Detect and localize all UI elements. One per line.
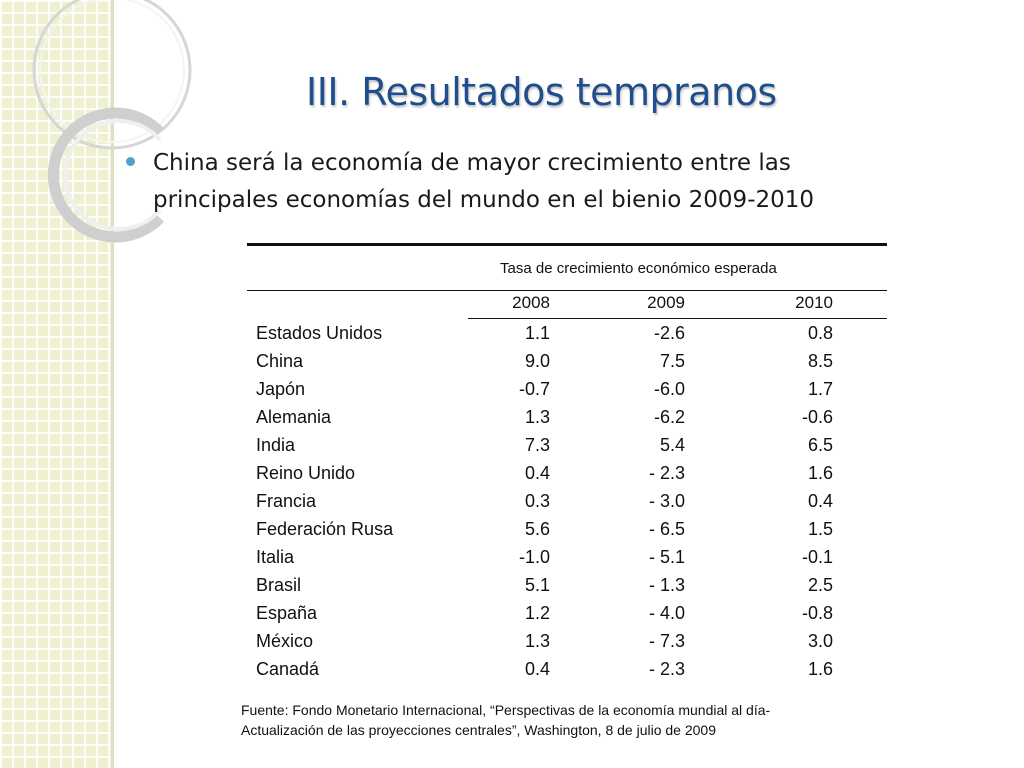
value-2008-cell: 7.3 (524, 435, 550, 455)
table-header-rule (247, 290, 887, 291)
table-row: Italia -1.0 - 5.1 -0.1 (247, 543, 887, 571)
country-cell: Brasil (256, 575, 302, 595)
value-2009-cell: - 4.0 (648, 603, 685, 623)
country-cell: Italia (256, 547, 295, 567)
table-top-rule (247, 243, 887, 246)
country-cell: Canadá (256, 659, 320, 679)
country-cell: China (256, 351, 304, 371)
table-row: España 1.2 - 4.0 -0.8 (247, 599, 887, 627)
year-header-2010: 2010 (795, 293, 833, 312)
value-2008-cell: 1.3 (524, 631, 550, 651)
value-2010-cell: 0.8 (807, 323, 833, 343)
value-2009-cell: -6.0 (653, 379, 685, 399)
value-2009-cell: - 5.1 (648, 547, 685, 567)
value-2009-cell: - 2.3 (648, 659, 685, 679)
bullet-text: China será la economía de mayor crecimie… (153, 150, 815, 213)
table-row: México 1.3 - 7.3 3.0 (247, 627, 887, 655)
source-line-2: Actualización de las proyecciones centra… (241, 722, 716, 738)
value-2010-cell: 2.5 (807, 575, 833, 595)
value-2010-cell: 1.6 (807, 659, 833, 679)
value-2009-cell: - 6.5 (648, 519, 685, 539)
country-cell: Francia (256, 491, 317, 511)
value-2008-cell: 9.0 (524, 351, 550, 371)
value-2010-cell: 0.4 (807, 491, 833, 511)
table-caption: Tasa de crecimiento económico esperada (500, 260, 777, 277)
value-2010-cell: 1.5 (807, 519, 833, 539)
year-header-rule (468, 318, 887, 319)
table-row: Federación Rusa 5.6 - 6.5 1.5 (247, 515, 887, 543)
value-2009-cell: -2.6 (653, 323, 685, 343)
country-cell: México (256, 631, 314, 651)
value-2008-cell: 5.6 (524, 519, 550, 539)
value-2008-cell: -0.7 (518, 379, 550, 399)
value-2009-cell: - 7.3 (648, 631, 685, 651)
side-panel-edge (111, 0, 114, 768)
value-2010-cell: -0.8 (801, 603, 833, 623)
year-header-2008: 2008 (512, 293, 550, 312)
value-2008-cell: -1.0 (518, 547, 550, 567)
value-2009-cell: - 2.3 (648, 463, 685, 483)
value-2008-cell: 0.4 (524, 659, 550, 679)
bullet-item: China será la economía de mayor crecimie… (122, 145, 912, 219)
table-row: Canadá 0.4 - 2.3 1.6 (247, 655, 887, 683)
growth-table: Tasa de crecimiento económico esperada 2… (247, 243, 887, 683)
value-2009-cell: 7.5 (659, 351, 685, 371)
table-body: Estados Unidos 1.1 -2.6 0.8 China 9.0 7.… (247, 319, 887, 683)
table-row: Estados Unidos 1.1 -2.6 0.8 (247, 319, 887, 347)
table-row: China 9.0 7.5 8.5 (247, 347, 887, 375)
value-2010-cell: 8.5 (807, 351, 833, 371)
value-2008-cell: 1.1 (524, 323, 550, 343)
value-2008-cell: 1.2 (524, 603, 550, 623)
table-row: Alemania 1.3 -6.2 -0.6 (247, 403, 887, 431)
source-line-1: Fuente: Fondo Monetario Internacional, “… (241, 702, 771, 718)
country-cell: Estados Unidos (256, 323, 383, 343)
value-2010-cell: 1.7 (807, 379, 833, 399)
country-cell: India (256, 435, 296, 455)
value-2008-cell: 1.3 (524, 407, 550, 427)
country-cell: Alemania (256, 407, 332, 427)
table-row: Francia 0.3 - 3.0 0.4 (247, 487, 887, 515)
value-2008-cell: 5.1 (524, 575, 550, 595)
value-2009-cell: -6.2 (653, 407, 685, 427)
year-header-2009: 2009 (647, 293, 685, 312)
value-2010-cell: -0.6 (801, 407, 833, 427)
value-2008-cell: 0.4 (524, 463, 550, 483)
value-2009-cell: - 1.3 (648, 575, 685, 595)
table-row: Brasil 5.1 - 1.3 2.5 (247, 571, 887, 599)
value-2009-cell: - 3.0 (648, 491, 685, 511)
value-2008-cell: 0.3 (524, 491, 550, 511)
value-2010-cell: 1.6 (807, 463, 833, 483)
country-cell: Japón (256, 379, 306, 399)
country-cell: Federación Rusa (256, 519, 394, 539)
value-2010-cell: 3.0 (807, 631, 833, 651)
value-2009-cell: 5.4 (659, 435, 685, 455)
table-row: Reino Unido 0.4 - 2.3 1.6 (247, 459, 887, 487)
country-cell: España (256, 603, 318, 623)
value-2010-cell: -0.1 (801, 547, 833, 567)
source-note: Fuente: Fondo Monetario Internacional, “… (241, 700, 901, 740)
table-row: India 7.3 5.4 6.5 (247, 431, 887, 459)
decorative-rings-icon (32, 0, 192, 243)
value-2010-cell: 6.5 (807, 435, 833, 455)
slide-title: III. Resultados tempranos (306, 70, 777, 114)
bullet-dot-icon (126, 157, 135, 166)
table-row: Japón -0.7 -6.0 1.7 (247, 375, 887, 403)
country-cell: Reino Unido (256, 463, 356, 483)
